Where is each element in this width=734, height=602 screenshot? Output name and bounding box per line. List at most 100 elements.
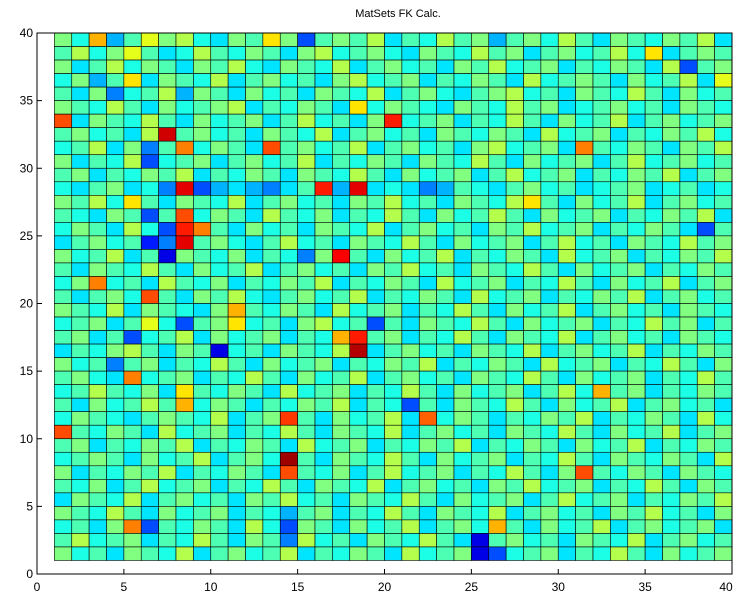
heatmap-cell — [696, 357, 715, 372]
heatmap-cell — [696, 276, 715, 291]
heatmap-cell — [227, 533, 246, 548]
heatmap-cell — [714, 181, 733, 196]
heatmap-cell — [245, 506, 264, 521]
heatmap-cell — [123, 519, 142, 534]
heatmap-cell — [644, 113, 663, 128]
heatmap-cell — [436, 113, 455, 128]
heatmap-cell — [627, 181, 646, 196]
heatmap-cell — [123, 357, 142, 372]
heatmap-cell — [106, 140, 125, 156]
heatmap-cell — [54, 113, 73, 128]
heatmap-cell — [297, 370, 316, 385]
heatmap-cell — [366, 546, 385, 561]
heatmap-cell — [696, 181, 715, 196]
heatmap-cell — [88, 546, 107, 561]
heatmap-cell — [140, 235, 159, 250]
heatmap-cell — [210, 208, 229, 223]
heatmap-cell — [505, 384, 524, 399]
heatmap-cell — [644, 451, 663, 467]
heatmap-cell — [88, 519, 107, 534]
heatmap-cell — [471, 262, 490, 277]
heatmap-cell — [210, 181, 229, 196]
heatmap-cell — [488, 100, 507, 115]
heatmap-cell — [679, 370, 698, 385]
heatmap-cell — [158, 73, 177, 88]
heatmap-cell — [210, 384, 229, 399]
heatmap-cell — [262, 546, 281, 561]
heatmap-cell — [575, 100, 594, 115]
heatmap-cell — [592, 113, 611, 128]
heatmap-cell — [349, 222, 368, 237]
heatmap-cell — [627, 100, 646, 115]
heatmap-cell — [71, 222, 90, 237]
heatmap-cell — [279, 276, 298, 291]
heatmap-cell — [245, 59, 264, 74]
heatmap-cell — [140, 86, 159, 101]
heatmap-cell — [175, 384, 194, 399]
heatmap-cell — [245, 343, 264, 358]
heatmap-cell — [418, 59, 437, 74]
heatmap-cell — [575, 316, 594, 331]
heatmap-cell — [384, 533, 403, 548]
heatmap-cell — [644, 276, 663, 291]
heatmap-cell — [349, 330, 368, 345]
heatmap-cell — [610, 195, 629, 210]
heatmap-cell — [175, 370, 194, 385]
heatmap-cell — [349, 32, 368, 47]
heatmap-cell — [314, 86, 333, 101]
heatmap-cell — [332, 46, 351, 61]
heatmap-cell — [505, 113, 524, 128]
heatmap-cell — [662, 343, 681, 358]
x-tick-label: 25 — [465, 580, 479, 594]
heatmap-cell — [175, 32, 194, 47]
heatmap-cell — [88, 276, 107, 291]
heatmap-cell — [175, 451, 194, 467]
heatmap-cell — [279, 289, 298, 304]
heatmap-cell — [106, 154, 125, 169]
heatmap-cell — [106, 424, 125, 440]
heatmap-cell — [366, 506, 385, 521]
heatmap-cell — [262, 154, 281, 169]
heatmap-cell — [314, 397, 333, 412]
heatmap-cell — [714, 465, 733, 480]
heatmap-cell — [592, 479, 611, 494]
heatmap-cell — [488, 316, 507, 331]
heatmap-cell — [332, 140, 351, 156]
heatmap-cell — [540, 181, 559, 196]
heatmap-cell — [158, 357, 177, 372]
heatmap-cell — [418, 276, 437, 291]
heatmap-cell — [297, 73, 316, 88]
heatmap-cell — [123, 208, 142, 223]
heatmap-cell — [123, 154, 142, 169]
heatmap-cell — [453, 46, 472, 61]
heatmap-cell — [523, 424, 542, 440]
heatmap-cell — [279, 519, 298, 534]
heatmap-cell — [488, 438, 507, 453]
heatmap-cell — [610, 397, 629, 412]
heatmap-cell — [227, 100, 246, 115]
heatmap-cell — [54, 276, 73, 291]
heatmap-cell — [349, 411, 368, 426]
heatmap-cell — [314, 113, 333, 128]
heatmap-cell — [297, 235, 316, 250]
heatmap-cell — [453, 140, 472, 156]
y-tick-label: 15 — [20, 364, 34, 378]
heatmap-cell — [227, 32, 246, 47]
y-tick-label: 30 — [20, 161, 34, 175]
heatmap-cell — [610, 86, 629, 101]
heatmap-cell — [245, 479, 264, 494]
heatmap-cell — [505, 519, 524, 534]
heatmap-cell — [227, 113, 246, 128]
heatmap-cell — [714, 100, 733, 115]
heatmap-cell — [523, 343, 542, 358]
heatmap-cell — [505, 46, 524, 61]
heatmap-cell — [453, 451, 472, 467]
heatmap-cell — [436, 127, 455, 142]
heatmap-cell — [696, 424, 715, 440]
heatmap-cell — [575, 492, 594, 507]
heatmap-cell — [384, 438, 403, 453]
heatmap-cell — [627, 195, 646, 210]
heatmap-cell — [106, 519, 125, 534]
heatmap-cell — [297, 343, 316, 358]
